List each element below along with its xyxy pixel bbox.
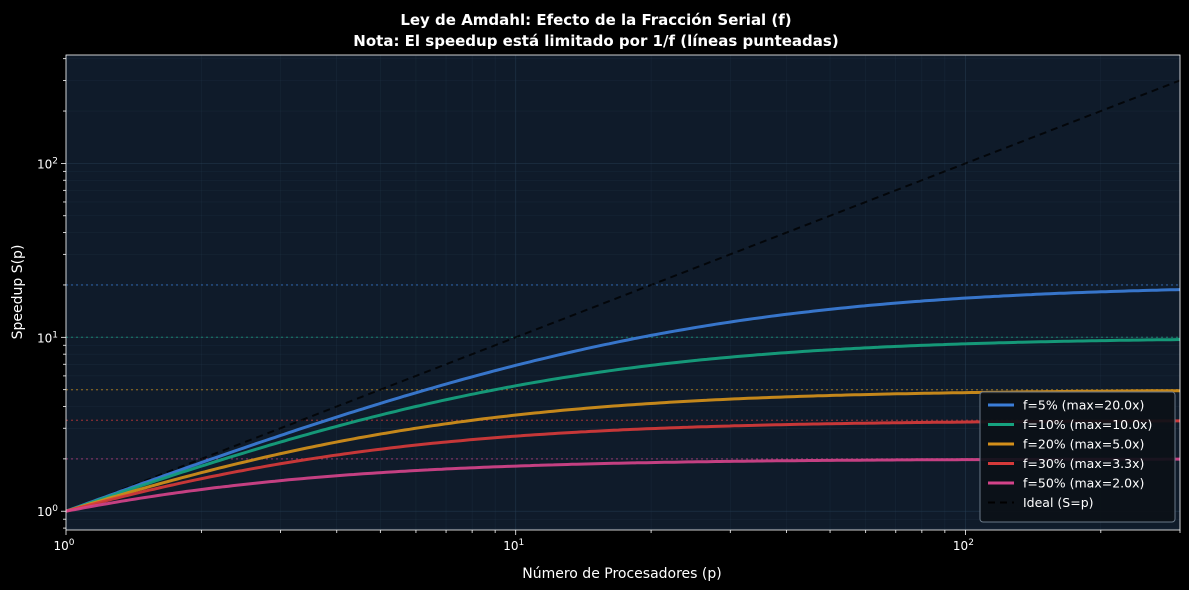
legend-label: f=20% (max=5.0x)	[1023, 437, 1144, 452]
x-tick-label: 101	[503, 538, 524, 553]
legend-label: f=30% (max=3.3x)	[1023, 456, 1144, 471]
legend-label: f=50% (max=2.0x)	[1023, 476, 1144, 491]
legend-label: f=5% (max=20.0x)	[1023, 398, 1144, 413]
y-axis-label: Speedup S(p)	[10, 245, 26, 340]
plot-area: 100 101 102 100 101 102 f=5% (max=20.0x) f=10% …	[37, 54, 1181, 553]
legend-box	[979, 391, 1176, 523]
y-tick-label: 101	[37, 330, 58, 345]
chart-subtitle: Nota: El speedup está limitado por 1/f (…	[353, 32, 838, 50]
y-tick-label: 102	[37, 156, 58, 171]
y-tick-label: 100	[37, 504, 58, 519]
series-line	[65, 288, 1181, 513]
chart-title: Ley de Amdahl: Efecto de la Fracción Ser…	[400, 11, 791, 29]
x-tick-label: 100	[53, 538, 74, 553]
legend-label: f=10% (max=10.0x)	[1023, 417, 1152, 432]
x-tick-label: 102	[953, 538, 974, 553]
legend-label: Ideal (S=p)	[1023, 495, 1094, 510]
x-axis-label: Número de Procesadores (p)	[522, 566, 721, 582]
axes-frame	[65, 54, 1181, 531]
series-line	[65, 338, 1181, 513]
